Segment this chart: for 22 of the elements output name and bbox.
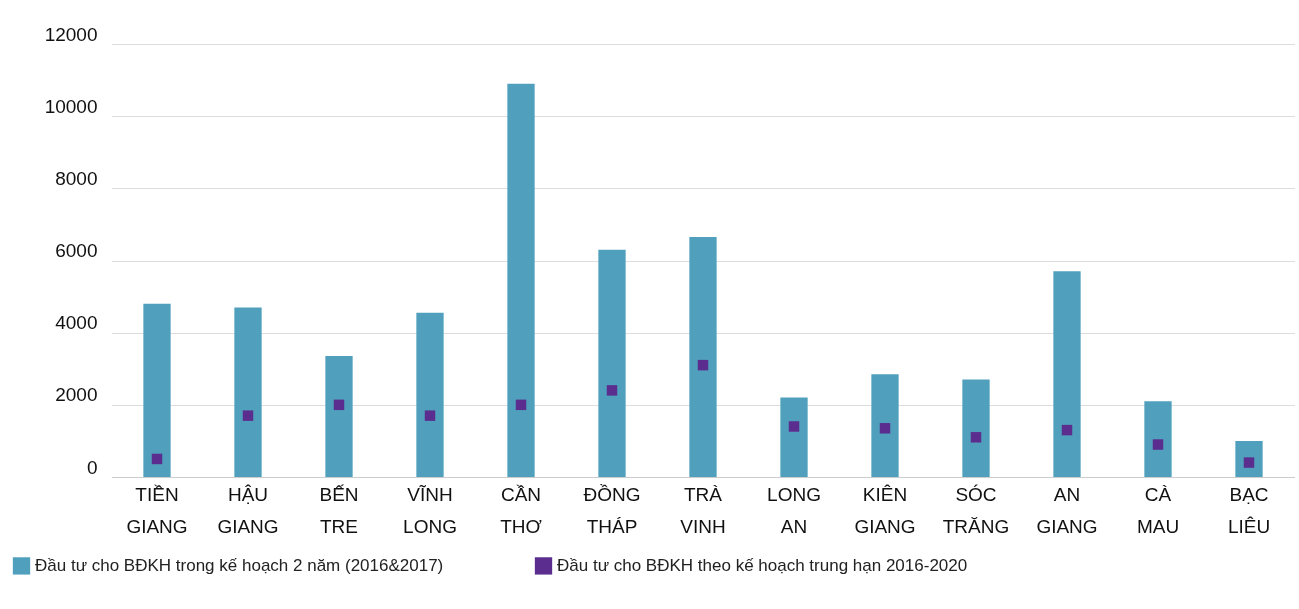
y-tick-label: 6000 — [55, 240, 98, 261]
legend-label: Đầu tư cho BĐKH trong kế hoạch 2 năm (2016&2017) — [35, 555, 444, 575]
x-tick-label: TIỀN GIANG — [126, 483, 188, 537]
x-tick-label: HẬU GIANG — [217, 483, 279, 537]
x-tick-label: CÀ MAU — [1136, 483, 1180, 537]
x-tick-label: VĨNH LONG — [403, 483, 457, 537]
x-tick-label: AN GIANG — [1036, 483, 1098, 537]
x-tick-label: BẾN TRE — [319, 483, 359, 537]
x-tick-label: ĐỒNG THÁP — [583, 483, 641, 537]
x-tick-label: KIÊN GIANG — [854, 483, 916, 537]
x-tick-label: LONG AN — [767, 483, 821, 537]
legend-label: Đầu tư cho BĐKH theo kế hoạch trung hạn 2016-2020 — [557, 555, 968, 575]
x-tick-label: BẠC LIÊU — [1227, 483, 1271, 537]
y-tick-label: 12000 — [44, 23, 98, 45]
x-tick-label: CẦN THƠ — [500, 483, 542, 537]
y-tick-label: 0 — [86, 456, 98, 478]
x-tick-label: TRÀ VINH — [680, 483, 726, 537]
y-tick-label: 8000 — [55, 167, 98, 189]
y-tick-label: 10000 — [44, 95, 98, 117]
x-tick-label: SÓC TRĂNG — [942, 483, 1010, 537]
y-tick-label: 2000 — [55, 384, 98, 406]
y-tick-label: 4000 — [55, 312, 98, 334]
